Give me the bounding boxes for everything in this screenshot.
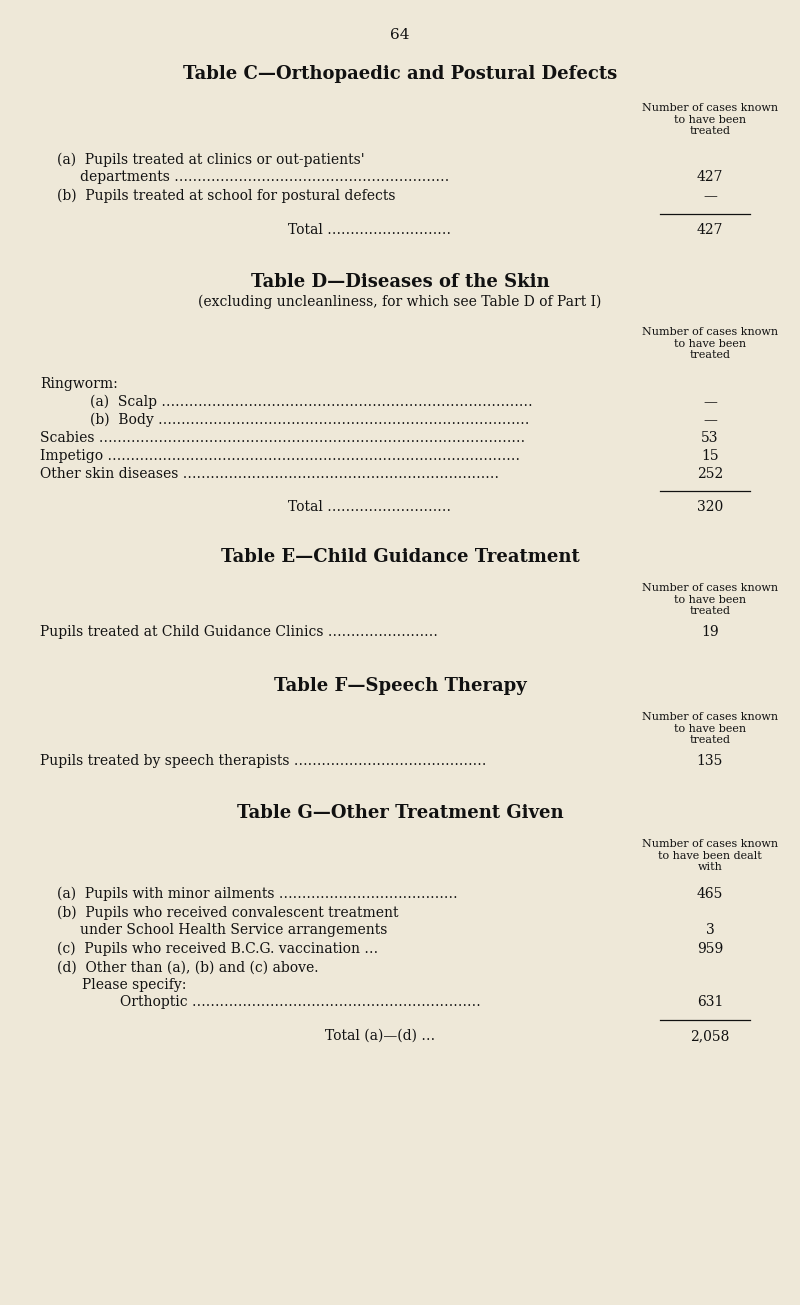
Text: Total ………………………: Total ……………………… xyxy=(289,500,451,514)
Text: 631: 631 xyxy=(697,994,723,1009)
Text: Number of cases known
to have been dealt
with: Number of cases known to have been dealt… xyxy=(642,839,778,872)
Text: 53: 53 xyxy=(702,431,718,445)
Text: Total (a)—(d) …: Total (a)—(d) … xyxy=(325,1030,435,1043)
Text: Number of cases known
to have been
treated: Number of cases known to have been treat… xyxy=(642,583,778,616)
Text: (b)  Body ………………………………………………………………………: (b) Body ……………………………………………………………………… xyxy=(90,412,530,428)
Text: 959: 959 xyxy=(697,942,723,957)
Text: Pupils treated by speech therapists ……………………………………: Pupils treated by speech therapists …………… xyxy=(40,754,486,769)
Text: —: — xyxy=(703,395,717,408)
Text: under School Health Service arrangements: under School Health Service arrangements xyxy=(80,923,387,937)
Text: (b)  Pupils who received convalescent treatment: (b) Pupils who received convalescent tre… xyxy=(57,906,398,920)
Text: Pupils treated at Child Guidance Clinics ……………………: Pupils treated at Child Guidance Clinics… xyxy=(40,625,438,639)
Text: 427: 427 xyxy=(697,170,723,184)
Text: 252: 252 xyxy=(697,467,723,482)
Text: Orthoptic ………………………………………………………: Orthoptic ……………………………………………………… xyxy=(120,994,481,1009)
Text: (a)  Pupils treated at clinics or out-patients': (a) Pupils treated at clinics or out-pat… xyxy=(57,153,365,167)
Text: Number of cases known
to have been
treated: Number of cases known to have been treat… xyxy=(642,328,778,360)
Text: Table D—Diseases of the Skin: Table D—Diseases of the Skin xyxy=(250,273,550,291)
Text: 3: 3 xyxy=(706,923,714,937)
Text: Table C—Orthopaedic and Postural Defects: Table C—Orthopaedic and Postural Defects xyxy=(183,65,617,84)
Text: 2,058: 2,058 xyxy=(690,1030,730,1043)
Text: Impetigo ………………………………………………………………………………: Impetigo ……………………………………………………………………………… xyxy=(40,449,520,463)
Text: 64: 64 xyxy=(390,27,410,42)
Text: Total ………………………: Total ……………………… xyxy=(289,223,451,238)
Text: 427: 427 xyxy=(697,223,723,238)
Text: Number of cases known
to have been
treated: Number of cases known to have been treat… xyxy=(642,713,778,745)
Text: Table F—Speech Therapy: Table F—Speech Therapy xyxy=(274,677,526,696)
Text: 320: 320 xyxy=(697,500,723,514)
Text: Table E—Child Guidance Treatment: Table E—Child Guidance Treatment xyxy=(221,548,579,566)
Text: (a)  Scalp ………………………………………………………………………: (a) Scalp ……………………………………………………………………… xyxy=(90,395,533,410)
Text: 15: 15 xyxy=(701,449,719,463)
Text: (excluding uncleanliness, for which see Table D of Part I): (excluding uncleanliness, for which see … xyxy=(198,295,602,309)
Text: Number of cases known
to have been
treated: Number of cases known to have been treat… xyxy=(642,103,778,136)
Text: (b)  Pupils treated at school for postural defects: (b) Pupils treated at school for postura… xyxy=(57,189,395,204)
Text: (d)  Other than (a), (b) and (c) above.: (d) Other than (a), (b) and (c) above. xyxy=(57,960,318,975)
Text: (a)  Pupils with minor ailments …………………………………: (a) Pupils with minor ailments ………………………… xyxy=(57,887,458,902)
Text: (c)  Pupils who received B.C.G. vaccination …: (c) Pupils who received B.C.G. vaccinati… xyxy=(57,942,378,957)
Text: —: — xyxy=(703,412,717,427)
Text: 135: 135 xyxy=(697,754,723,769)
Text: Ringworm:: Ringworm: xyxy=(40,377,118,392)
Text: Please specify:: Please specify: xyxy=(82,977,186,992)
Text: —: — xyxy=(703,189,717,204)
Text: departments ……………………………………………………: departments …………………………………………………… xyxy=(80,170,450,184)
Text: 465: 465 xyxy=(697,887,723,900)
Text: 19: 19 xyxy=(701,625,719,639)
Text: Scabies …………………………………………………………………………………: Scabies ………………………………………………………………………………… xyxy=(40,431,525,445)
Text: Other skin diseases ……………………………………………………………: Other skin diseases ……………………………………………………… xyxy=(40,467,499,482)
Text: Table G—Other Treatment Given: Table G—Other Treatment Given xyxy=(237,804,563,822)
